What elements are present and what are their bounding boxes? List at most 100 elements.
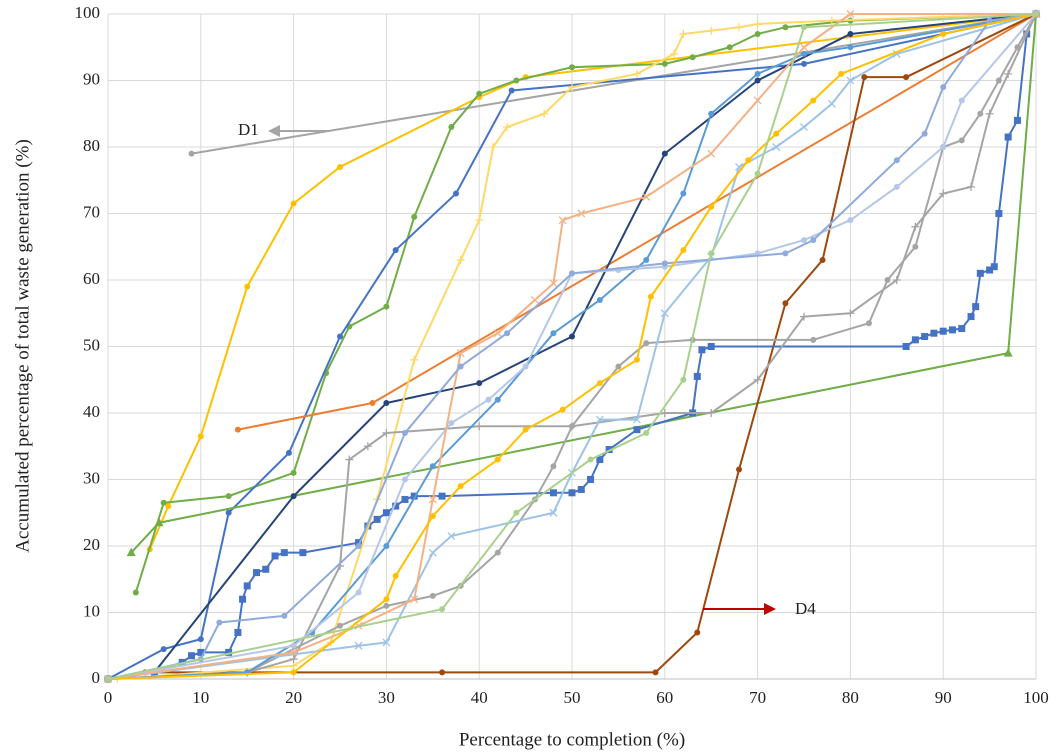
marker bbox=[337, 333, 343, 340]
y-tick-label: 0 bbox=[92, 668, 101, 687]
marker bbox=[680, 376, 687, 383]
y-tick-label: 20 bbox=[83, 535, 100, 554]
marker bbox=[476, 90, 483, 97]
marker bbox=[290, 642, 297, 649]
marker bbox=[289, 655, 298, 664]
marker bbox=[475, 216, 484, 225]
arrow-head bbox=[764, 603, 776, 615]
marker bbox=[290, 200, 297, 207]
marker bbox=[530, 295, 539, 304]
marker bbox=[132, 589, 139, 596]
marker bbox=[708, 203, 715, 210]
marker bbox=[707, 343, 715, 350]
marker bbox=[680, 247, 687, 254]
marker bbox=[290, 469, 297, 476]
marker bbox=[753, 19, 762, 28]
marker bbox=[429, 592, 436, 599]
marker bbox=[810, 237, 817, 244]
marker bbox=[550, 330, 557, 337]
series-line bbox=[145, 13, 1037, 674]
series-line bbox=[107, 13, 1037, 680]
marker bbox=[383, 303, 390, 310]
marker bbox=[596, 296, 603, 303]
marker bbox=[726, 44, 733, 51]
marker bbox=[596, 456, 604, 464]
marker bbox=[549, 489, 557, 497]
marker bbox=[262, 565, 270, 573]
marker bbox=[290, 493, 297, 500]
marker bbox=[494, 396, 501, 403]
marker bbox=[958, 97, 965, 104]
marker bbox=[503, 123, 512, 132]
marker bbox=[1004, 133, 1012, 141]
marker bbox=[893, 183, 900, 190]
marker bbox=[615, 363, 622, 370]
marker bbox=[660, 409, 669, 417]
marker bbox=[429, 463, 436, 470]
marker bbox=[801, 50, 807, 57]
marker bbox=[596, 380, 603, 387]
marker bbox=[995, 77, 1002, 84]
marker bbox=[568, 83, 576, 92]
marker bbox=[448, 419, 455, 426]
marker bbox=[289, 648, 298, 657]
marker bbox=[846, 10, 855, 18]
marker bbox=[392, 572, 399, 579]
marker bbox=[299, 549, 307, 557]
marker bbox=[912, 243, 919, 250]
marker bbox=[679, 29, 688, 38]
marker bbox=[411, 213, 418, 220]
marker bbox=[485, 396, 492, 403]
marker bbox=[577, 485, 585, 493]
marker bbox=[694, 629, 701, 636]
marker bbox=[234, 426, 241, 433]
marker bbox=[819, 257, 826, 264]
x-tick-label: 50 bbox=[564, 688, 581, 707]
marker bbox=[382, 428, 391, 437]
marker bbox=[522, 363, 529, 370]
marker bbox=[429, 513, 436, 520]
marker bbox=[948, 326, 956, 334]
marker bbox=[893, 157, 900, 164]
marker bbox=[652, 669, 659, 676]
marker bbox=[985, 109, 994, 118]
marker bbox=[632, 69, 641, 78]
marker bbox=[522, 426, 529, 433]
marker bbox=[105, 676, 111, 682]
y-tick-label: 40 bbox=[83, 402, 100, 421]
marker bbox=[633, 356, 640, 363]
marker bbox=[447, 532, 456, 540]
marker bbox=[972, 303, 980, 311]
x-tick-label: 90 bbox=[935, 688, 952, 707]
marker bbox=[456, 256, 465, 265]
marker bbox=[939, 327, 947, 335]
marker bbox=[800, 123, 808, 132]
marker bbox=[285, 449, 292, 456]
marker bbox=[801, 24, 807, 31]
marker bbox=[354, 641, 363, 650]
marker bbox=[369, 400, 376, 407]
marker bbox=[753, 375, 762, 384]
y-tick-label: 80 bbox=[83, 136, 100, 155]
marker bbox=[810, 97, 817, 104]
marker bbox=[861, 74, 868, 81]
marker bbox=[647, 293, 654, 300]
marker bbox=[165, 503, 172, 510]
x-axis-title: Percentage to completion (%) bbox=[459, 729, 685, 750]
marker bbox=[801, 60, 807, 67]
marker bbox=[160, 646, 167, 653]
series-line bbox=[148, 13, 1037, 550]
marker bbox=[345, 455, 354, 464]
annotation: D1 bbox=[238, 120, 259, 139]
marker bbox=[643, 340, 650, 347]
marker bbox=[410, 595, 419, 604]
marker bbox=[559, 406, 566, 413]
marker bbox=[493, 329, 502, 338]
marker bbox=[550, 463, 557, 470]
marker bbox=[847, 30, 854, 37]
marker bbox=[392, 502, 400, 510]
marker bbox=[977, 110, 984, 117]
marker bbox=[401, 429, 408, 436]
marker bbox=[827, 16, 836, 25]
marker bbox=[911, 336, 919, 344]
